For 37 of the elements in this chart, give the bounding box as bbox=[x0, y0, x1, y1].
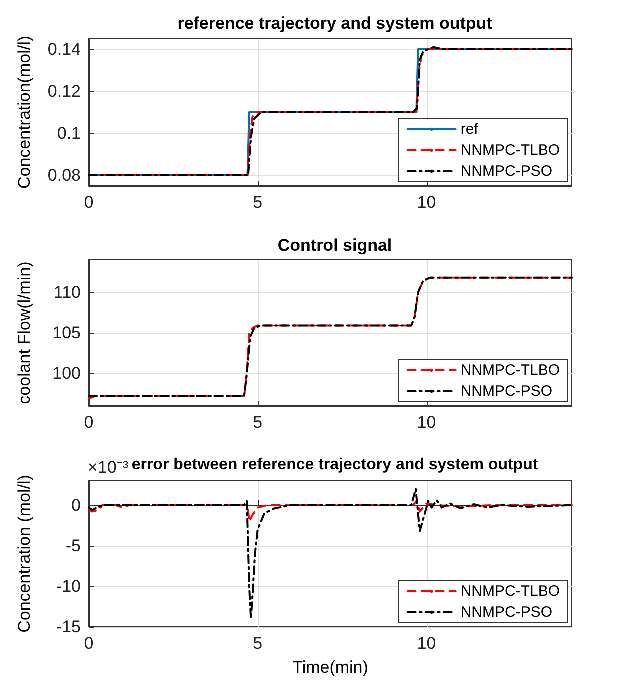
x-tick-label: 10 bbox=[417, 413, 436, 432]
y-tick-label: 0.14 bbox=[48, 40, 81, 59]
x-tick-label: 5 bbox=[253, 634, 263, 653]
y-tick-label: 105 bbox=[52, 324, 81, 342]
legend-label: NNMPC-TLBO bbox=[460, 362, 560, 379]
legend-label: NNMPC-TLBO bbox=[460, 142, 560, 159]
x-tick-label: 0 bbox=[84, 634, 94, 653]
legend-label: ref bbox=[460, 121, 480, 138]
x-tick-label: 0 bbox=[84, 193, 94, 212]
legend-label: NNMPC-PSO bbox=[460, 604, 552, 621]
chart-title: error between reference trajectory and system output bbox=[132, 456, 539, 474]
y-axis-title: coolant Flow(l/min) bbox=[15, 262, 34, 404]
x-tick-label: 0 bbox=[84, 413, 94, 432]
y-tick-label: 110 bbox=[54, 282, 81, 302]
y-tick-label: 0.1 bbox=[57, 124, 81, 143]
x-tick-label: 10 bbox=[417, 193, 436, 212]
x-tick-label: 5 bbox=[253, 193, 263, 212]
line-series bbox=[88, 488, 573, 620]
y-tick-label: -15 bbox=[56, 618, 81, 636]
x-tick-label: 5 bbox=[253, 413, 263, 432]
chart-title: Control signal bbox=[278, 236, 392, 255]
y-axis-title: Concentration(mol/l) bbox=[15, 36, 34, 190]
legend-label: NNMPC-PSO bbox=[460, 383, 552, 400]
x-tick-label: 10 bbox=[417, 634, 436, 653]
y-tick-label: 0.08 bbox=[48, 166, 81, 185]
y-tick-label: 0.12 bbox=[48, 82, 81, 101]
line-series bbox=[88, 500, 573, 523]
chart-title: reference trajectory and system output bbox=[178, 14, 493, 33]
y-axis-title: Concentration (mol/l) bbox=[15, 475, 34, 633]
text: ×10⁻³ bbox=[88, 458, 129, 477]
y-tick-label: 100 bbox=[52, 364, 81, 384]
legend-label: NNMPC-TLBO bbox=[460, 583, 560, 600]
x-axis-title: Time(min) bbox=[292, 658, 368, 677]
y-tick-label: -10 bbox=[56, 576, 81, 596]
y-tick-label: -5 bbox=[66, 536, 81, 556]
y-tick-label: 0 bbox=[72, 496, 81, 515]
legend-label: NNMPC-PSO bbox=[460, 163, 552, 180]
